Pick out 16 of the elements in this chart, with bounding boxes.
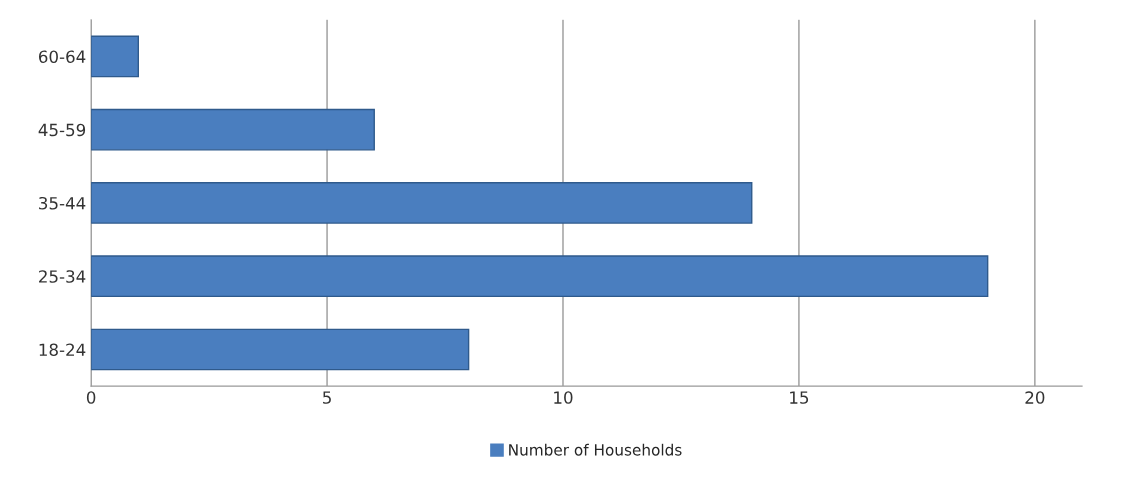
x-tick-label: 5 (323, 391, 331, 404)
bar (91, 35, 140, 78)
y-tick-label: 25-34 (39, 270, 86, 283)
x-tick-label: 15 (790, 391, 809, 404)
y-tick-label: 45-59 (38, 123, 86, 137)
legend-label: Number of Households (509, 443, 682, 456)
bar (91, 328, 470, 371)
x-tick-label: 10 (554, 391, 573, 404)
y-tick-label: 18-24 (39, 343, 86, 357)
y-tick-label: 60-64 (38, 50, 86, 63)
y-tick-label: 35-44 (39, 196, 86, 210)
bar (91, 255, 989, 298)
x-tick-label: 20 (1025, 391, 1045, 404)
x-tick-label: 0 (86, 391, 96, 404)
bar (91, 182, 753, 224)
bar (91, 108, 375, 151)
